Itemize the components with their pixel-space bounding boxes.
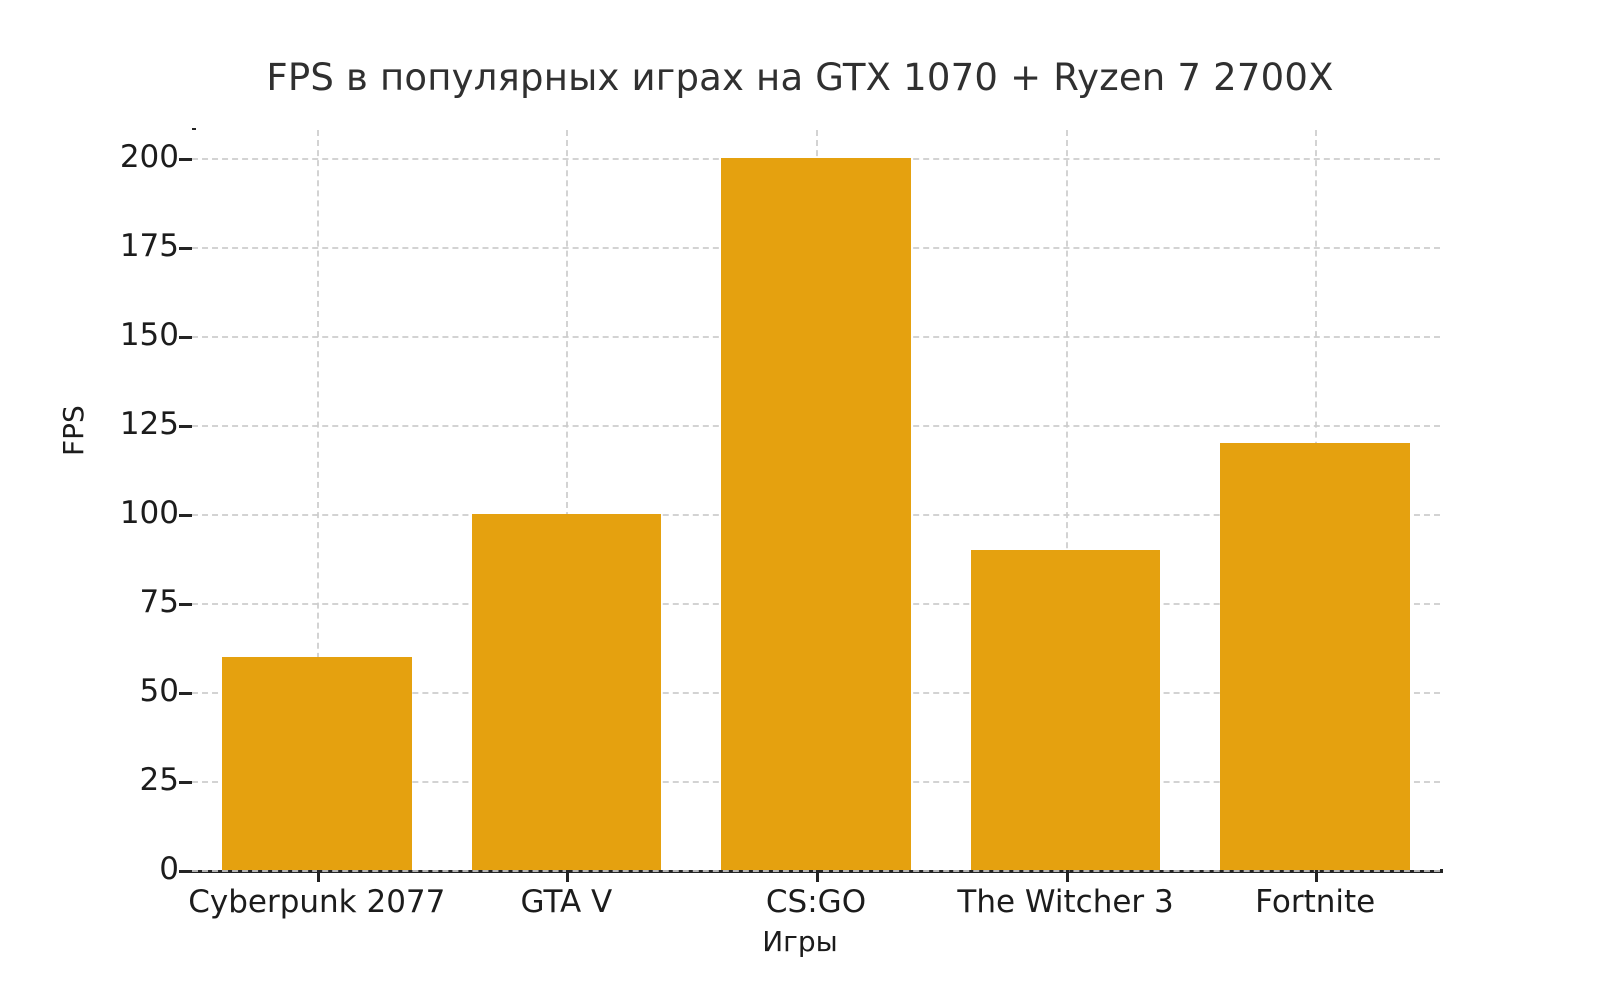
plot-area	[179, 130, 1440, 882]
y-tick-mark	[179, 870, 192, 873]
y-tick-label: 75	[139, 584, 179, 621]
x-tick-mark	[566, 870, 570, 882]
x-tick-mark	[816, 870, 819, 882]
y-tick-mark	[179, 781, 192, 785]
gridline-vertical	[566, 130, 569, 870]
y-tick-label: 0	[159, 851, 179, 887]
x-tick-mark	[316, 870, 320, 882]
y-tick-mark	[179, 692, 192, 696]
y-tick-label: 50	[139, 673, 179, 710]
x-tick-label: Cyberpunk 2077	[188, 884, 446, 920]
chart-title: FPS в популярных играх на GTX 1070 + Ryz…	[266, 56, 1334, 99]
bar[interactable]	[970, 549, 1161, 870]
y-tick-label: 150	[119, 317, 179, 354]
x-tick-label: Fortnite	[1255, 884, 1376, 920]
y-axis-label: FPS	[57, 405, 90, 456]
x-tick-mark	[1315, 870, 1319, 882]
bar[interactable]	[1220, 443, 1411, 870]
y-tick-label: 175	[119, 228, 179, 265]
x-tick-label: CS:GO	[765, 884, 867, 920]
y-tick-label: 25	[139, 762, 179, 799]
y-tick-label: 100	[119, 495, 179, 532]
y-tick-label: 125	[119, 406, 179, 443]
y-tick-mark	[179, 514, 192, 518]
bar[interactable]	[221, 656, 412, 870]
y-tick-mark	[179, 158, 192, 162]
x-tick-label: The Witcher 3	[957, 884, 1174, 920]
x-tick-mark	[1065, 870, 1069, 882]
y-tick-mark	[179, 247, 192, 251]
y-tick-mark	[179, 336, 192, 340]
y-tick-label: 200	[119, 139, 179, 176]
y-tick-mark	[179, 425, 192, 429]
gridline-vertical	[1065, 130, 1068, 870]
bar[interactable]	[721, 158, 911, 870]
bar[interactable]	[471, 514, 662, 870]
x-tick-label: GTA V	[520, 884, 613, 920]
y-tick-mark	[179, 603, 192, 607]
x-axis-label: Игры	[762, 925, 838, 958]
gridline-vertical	[316, 130, 319, 870]
